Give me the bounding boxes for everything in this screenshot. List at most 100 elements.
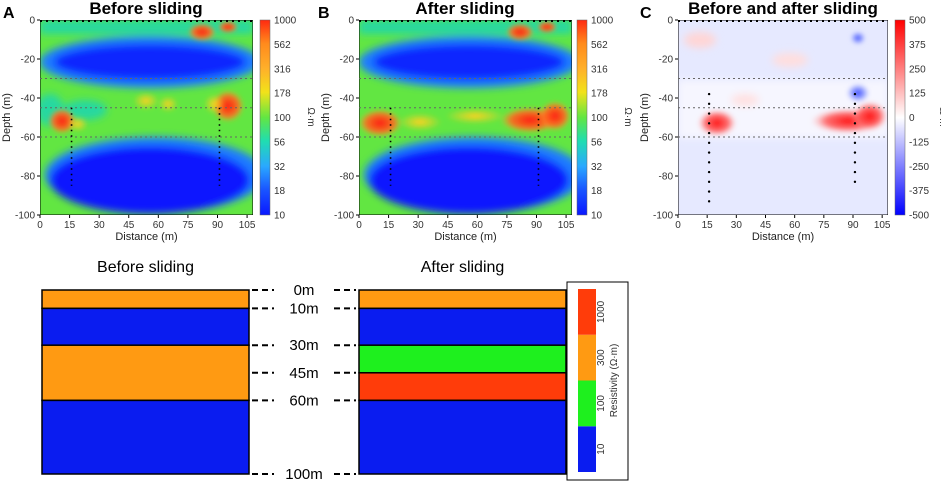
x-tick-label: 0 bbox=[37, 220, 43, 231]
colorbar-tick-label: 1000 bbox=[274, 16, 297, 27]
colorbar bbox=[894, 19, 906, 216]
schematic-layer bbox=[358, 399, 567, 475]
legend-swatch bbox=[578, 289, 596, 335]
x-tick-label: 0 bbox=[675, 220, 681, 231]
colorbar bbox=[259, 19, 271, 216]
x-tick-label: 90 bbox=[531, 220, 543, 231]
colorbar-tick-label: 32 bbox=[274, 162, 286, 173]
y-tick-label: -20 bbox=[659, 55, 674, 66]
y-tick-label: -60 bbox=[659, 133, 674, 144]
borehole-marker bbox=[853, 102, 857, 106]
panel-b: B After sliding bbox=[318, 0, 572, 215]
legend-box bbox=[566, 281, 629, 481]
colorbar-tick-label: 100 bbox=[274, 113, 291, 124]
x-axis-title: Distance (m) bbox=[115, 231, 177, 243]
x-tick-label: 105 bbox=[239, 220, 256, 231]
y-tick-label: -80 bbox=[340, 172, 355, 183]
y-tick-label: 0 bbox=[348, 16, 354, 27]
x-tick-label: 30 bbox=[94, 220, 106, 231]
colorbar-tick-label: 1000 bbox=[591, 16, 614, 27]
schematic-title: After sliding bbox=[421, 259, 505, 276]
colorbar-tick-label: 316 bbox=[591, 64, 608, 75]
panel-c: C Before and after sliding bbox=[640, 0, 888, 215]
x-tick-label: 75 bbox=[818, 220, 830, 231]
panel-letter-b: B bbox=[318, 5, 330, 22]
borehole-marker bbox=[707, 190, 711, 193]
colorbar-tick-label: 18 bbox=[591, 186, 603, 197]
borehole-marker bbox=[853, 112, 857, 115]
y-axis-title: Depth (m) bbox=[320, 93, 332, 142]
borehole-marker bbox=[707, 122, 711, 125]
x-axis-title: Distance (m) bbox=[752, 231, 814, 243]
panel-c-title: Before and after sliding bbox=[688, 0, 878, 18]
x-tick-label: 0 bbox=[356, 220, 362, 231]
depth-label: 60m bbox=[289, 392, 318, 409]
y-tick-label: 0 bbox=[667, 16, 673, 27]
y-axis-title: Depth (m) bbox=[639, 93, 651, 142]
legend-title: Resistivity (Ω·m) bbox=[609, 344, 620, 418]
borehole-marker bbox=[853, 170, 857, 174]
panel-letter-a: A bbox=[3, 5, 15, 22]
x-tick-label: 45 bbox=[442, 220, 454, 231]
colorbar-tick-label: -500 bbox=[909, 211, 929, 222]
y-tick-label: -100 bbox=[15, 211, 35, 222]
schematic-layer bbox=[41, 307, 250, 346]
y-tick-label: -40 bbox=[659, 94, 674, 105]
x-tick-label: 30 bbox=[731, 220, 743, 231]
x-tick-label: 105 bbox=[874, 220, 891, 231]
depth-label: 45m bbox=[289, 365, 318, 382]
x-tick-label: 75 bbox=[501, 220, 513, 231]
depth-label: 10m bbox=[289, 300, 318, 317]
colorbar-tick-label: 56 bbox=[591, 137, 603, 148]
borehole-marker bbox=[853, 151, 857, 154]
schematic-layer bbox=[41, 399, 250, 475]
colorbar-tick-label: 0 bbox=[909, 113, 915, 124]
panel-b-heatmap bbox=[359, 20, 572, 215]
panel-letter-c: C bbox=[640, 5, 652, 22]
borehole-marker bbox=[853, 141, 857, 145]
colorbar bbox=[576, 19, 588, 216]
x-tick-label: 60 bbox=[789, 220, 801, 231]
colorbar-tick-label: 562 bbox=[591, 40, 608, 51]
schematic-layer bbox=[358, 307, 567, 346]
colorbar-tick-label: 500 bbox=[909, 16, 926, 27]
colorbar-tick-label: -125 bbox=[909, 137, 929, 148]
x-tick-label: 45 bbox=[123, 220, 135, 231]
borehole-marker bbox=[707, 180, 711, 184]
x-tick-label: 15 bbox=[702, 220, 714, 231]
panel-a-title: Before sliding bbox=[89, 0, 202, 18]
panel-c-heatmap bbox=[678, 20, 888, 215]
panel-a-heatmap bbox=[40, 20, 253, 215]
borehole-marker bbox=[707, 170, 711, 174]
schematic-layer bbox=[358, 344, 567, 374]
legend-tick-label: 10 bbox=[596, 443, 607, 455]
colorbar-tick-label: 56 bbox=[274, 137, 286, 148]
legend-tick-label: 100 bbox=[596, 395, 607, 412]
y-tick-label: 0 bbox=[29, 16, 35, 27]
legend-swatch bbox=[578, 334, 596, 381]
x-tick-label: 45 bbox=[760, 220, 772, 231]
x-tick-label: 90 bbox=[847, 220, 859, 231]
y-tick-label: -20 bbox=[340, 55, 355, 66]
y-tick-label: -80 bbox=[659, 172, 674, 183]
borehole-marker bbox=[707, 161, 711, 164]
y-tick-label: -60 bbox=[21, 133, 36, 144]
borehole-marker bbox=[707, 102, 711, 106]
borehole-marker bbox=[853, 131, 857, 135]
depth-label: 0m bbox=[294, 282, 315, 299]
x-tick-label: 75 bbox=[182, 220, 194, 231]
schematic-layer bbox=[358, 289, 567, 310]
colorbar-tick-label: 250 bbox=[909, 64, 926, 75]
borehole-marker bbox=[707, 151, 711, 154]
depth-label: 100m bbox=[285, 466, 323, 483]
y-axis-title: Depth (m) bbox=[1, 93, 13, 142]
x-tick-label: 60 bbox=[472, 220, 484, 231]
panel-b-title: After sliding bbox=[415, 0, 514, 18]
colorbar-unit-label: Ω·m bbox=[937, 107, 941, 126]
borehole-marker bbox=[707, 200, 711, 203]
schematic-title: Before sliding bbox=[97, 259, 194, 276]
colorbar-tick-label: 178 bbox=[591, 89, 608, 100]
colorbar-tick-label: 125 bbox=[909, 89, 926, 100]
schematic-layer bbox=[358, 372, 567, 402]
